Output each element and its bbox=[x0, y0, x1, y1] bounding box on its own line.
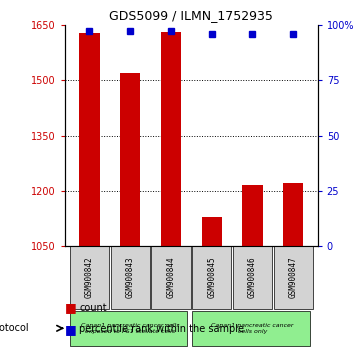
Text: protocol: protocol bbox=[0, 323, 28, 333]
FancyBboxPatch shape bbox=[274, 246, 313, 309]
Title: GDS5099 / ILMN_1752935: GDS5099 / ILMN_1752935 bbox=[109, 9, 273, 22]
Bar bbox=[201, 217, 222, 246]
Text: count: count bbox=[79, 303, 107, 313]
Text: GSM900847: GSM900847 bbox=[289, 257, 298, 298]
FancyBboxPatch shape bbox=[70, 311, 187, 346]
Text: GSM900846: GSM900846 bbox=[248, 257, 257, 298]
Text: Capan1 pancreatic cancer cells
exposed to PS1 stellate cells: Capan1 pancreatic cancer cells exposed t… bbox=[81, 323, 179, 334]
Text: GSM900844: GSM900844 bbox=[166, 257, 175, 298]
Text: ■: ■ bbox=[65, 302, 77, 314]
Bar bbox=[283, 183, 303, 246]
Text: percentile rank within the sample: percentile rank within the sample bbox=[79, 324, 244, 334]
Text: ■: ■ bbox=[65, 323, 77, 336]
Text: GSM900845: GSM900845 bbox=[207, 257, 216, 298]
Bar bbox=[79, 33, 100, 246]
Text: GSM900843: GSM900843 bbox=[126, 257, 135, 298]
FancyBboxPatch shape bbox=[192, 311, 309, 346]
FancyBboxPatch shape bbox=[70, 246, 109, 309]
FancyBboxPatch shape bbox=[192, 246, 231, 309]
Bar bbox=[120, 73, 140, 246]
Text: Capan1 pancreatic cancer
cells only: Capan1 pancreatic cancer cells only bbox=[211, 323, 294, 334]
Bar bbox=[161, 32, 181, 246]
FancyBboxPatch shape bbox=[110, 246, 150, 309]
FancyBboxPatch shape bbox=[233, 246, 272, 309]
Text: GSM900842: GSM900842 bbox=[85, 257, 94, 298]
FancyBboxPatch shape bbox=[151, 246, 191, 309]
Bar bbox=[242, 185, 263, 246]
